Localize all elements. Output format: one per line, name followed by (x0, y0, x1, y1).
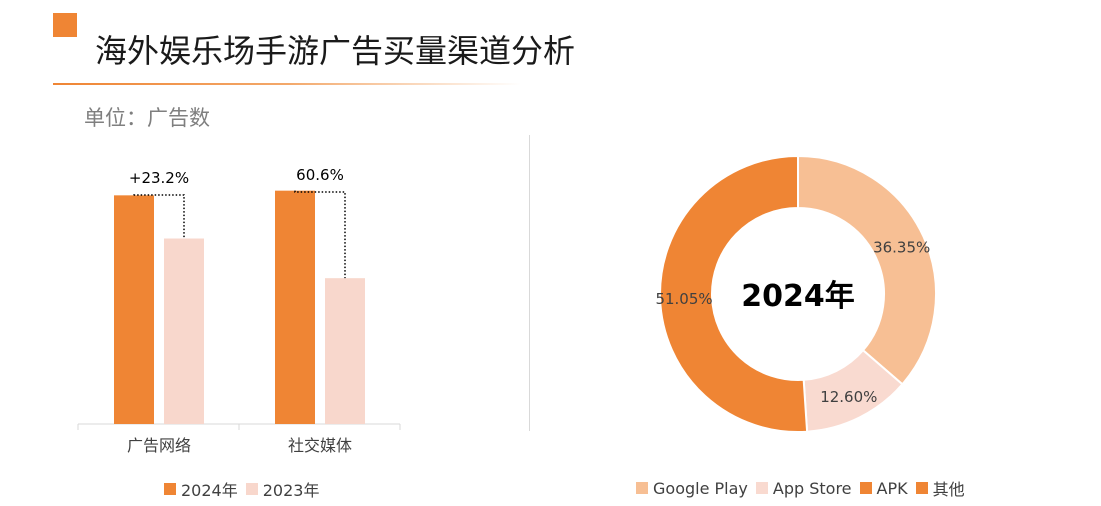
legend-swatch-google-play (636, 482, 648, 494)
legend-swatch-other (915, 482, 928, 494)
legend-label-2024: 2024年 (181, 481, 238, 500)
donut-slice-2 (659, 154, 809, 433)
bar-1-1 (325, 278, 365, 424)
title-underline (53, 83, 521, 85)
unit-label: 单位：广告数 (84, 106, 210, 130)
bar-chart-legend: 2024年 2023年 (164, 477, 327, 501)
legend-item-apk: APK (859, 478, 908, 498)
legend-label-apk: APK (876, 478, 908, 498)
change-annotation-0: +23.2% (129, 169, 189, 187)
legend-item-app-store: App Store (755, 478, 852, 498)
legend-item-other: 其他 (915, 476, 965, 500)
page-title: 海外娱乐场手游广告买量渠道分析 (95, 32, 576, 70)
donut-value-label-0: 36.35% (873, 239, 930, 257)
legend-label-other: 其他 (932, 480, 965, 499)
donut-slice-0 (797, 154, 937, 386)
legend-item-2024: 2024年 (164, 477, 238, 501)
donut-center-label: 2024年 (741, 279, 855, 314)
title-accent-square (53, 13, 77, 37)
x-tick-label-0: 广告网络 (127, 436, 191, 455)
legend-label-2023: 2023年 (262, 481, 320, 500)
x-tick-label-1: 社交媒体 (288, 436, 352, 455)
donut-value-label-2: 51.05% (655, 290, 712, 308)
bar-0-1 (164, 238, 204, 424)
panel-divider (529, 135, 530, 431)
bar-0-0 (114, 195, 154, 424)
comparison-bracket-0 (133, 194, 185, 239)
legend-label-google-play: Google Play (653, 478, 748, 498)
legend-swatch-app-store (755, 482, 768, 494)
legend-item-2023: 2023年 (245, 477, 320, 501)
bar-chart: 广告网络 +23.2% 社交媒体 60.6% (77, 166, 401, 455)
bar-1-0 (275, 190, 315, 424)
donut-value-label-1: 12.60% (820, 388, 877, 406)
legend-item-google-play: Google Play (636, 479, 748, 498)
donut-chart-legend: Google Play App Store APK 其他 (636, 476, 973, 500)
comparison-bracket-1 (294, 190, 346, 279)
legend-swatch-apk (859, 482, 872, 494)
legend-swatch-2023 (245, 483, 258, 495)
legend-swatch-2024 (164, 483, 176, 495)
donut-chart: 36.35% 12.60% 51.05% 2024年 (655, 154, 937, 433)
change-annotation-1: 60.6% (296, 166, 344, 184)
legend-label-app-store: App Store (772, 478, 852, 498)
